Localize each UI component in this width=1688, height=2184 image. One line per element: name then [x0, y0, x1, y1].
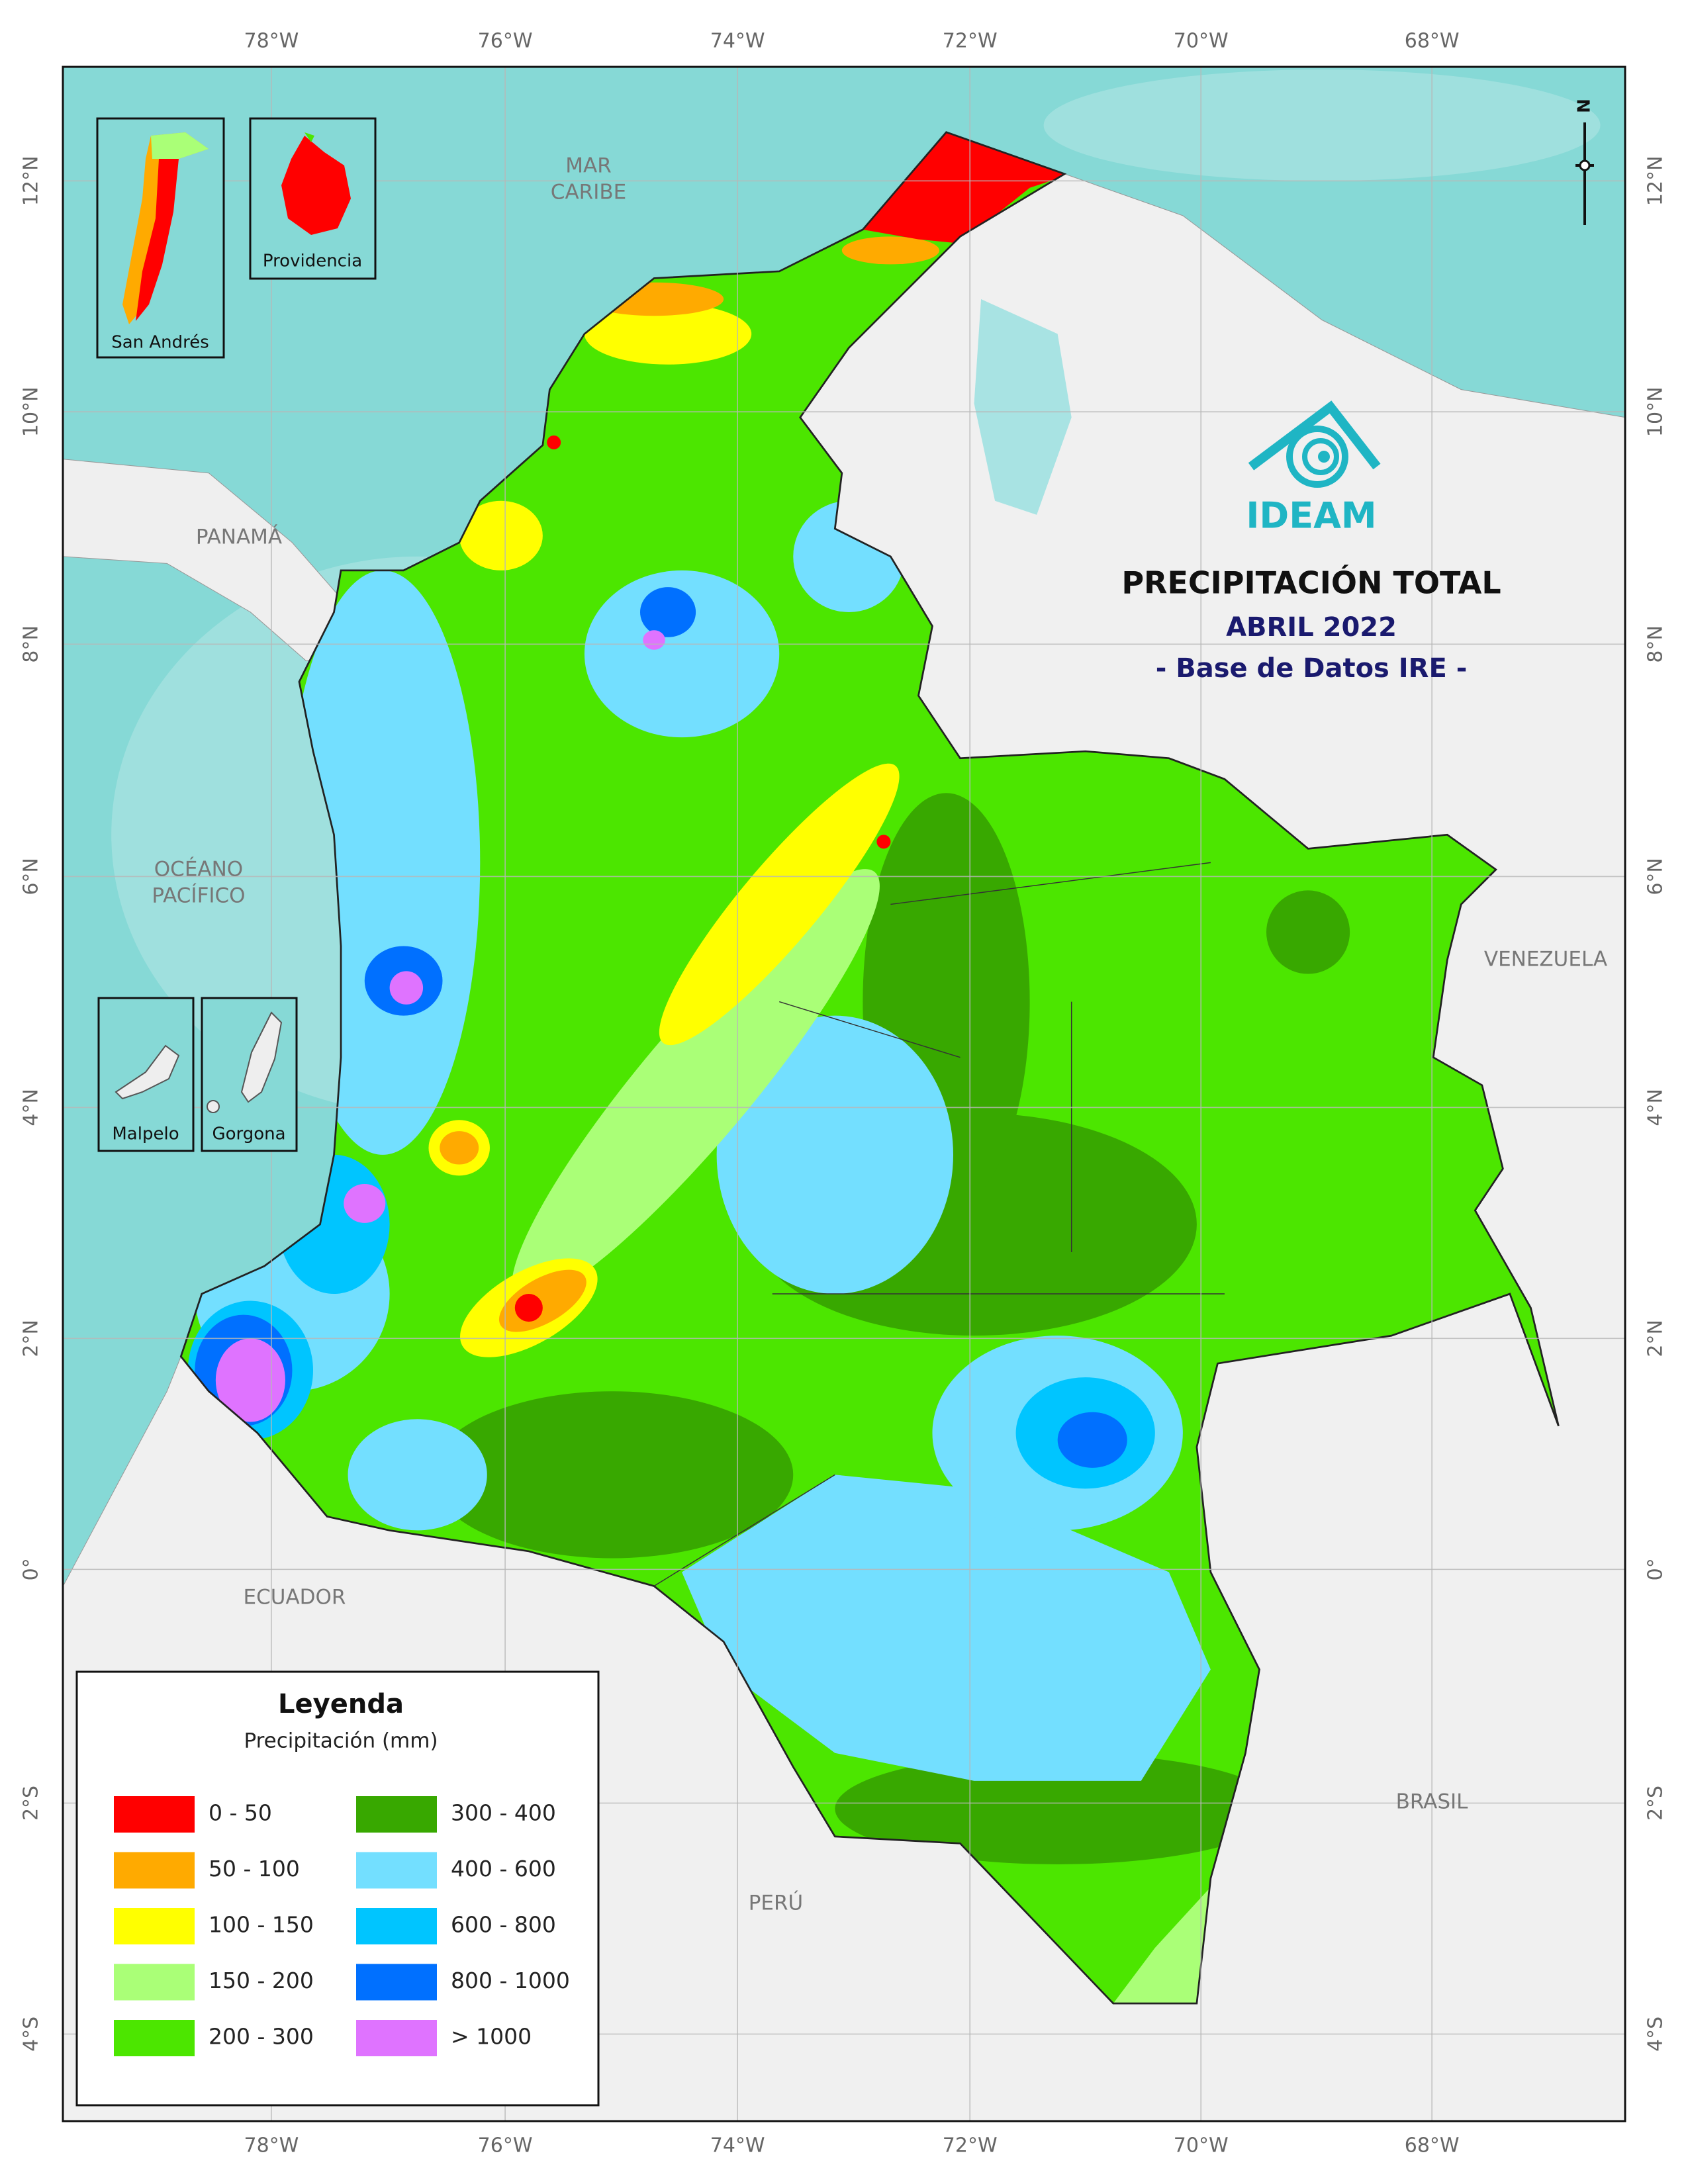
longitude-label: 70°W [1174, 2134, 1229, 2158]
inset-providencia [249, 117, 377, 280]
latitude-label: 12°N [20, 156, 43, 206]
legend-label: 200 - 300 [209, 2024, 314, 2050]
legend-swatch [114, 1852, 195, 1889]
place-label: ECUADOR [244, 1586, 346, 1610]
frame [62, 66, 1626, 2122]
place-label: PERÚ [749, 1891, 804, 1915]
logo-emblem [1248, 400, 1381, 488]
longitude-label: 70°W [1174, 30, 1229, 53]
longitude-label: 78°W [244, 2134, 299, 2158]
legend-subtitle: Precipitación (mm) [244, 1729, 438, 1753]
latitude-label: 2°N [1644, 1320, 1667, 1357]
legend-swatch [356, 1796, 437, 1833]
place-label: PACÍFICO [152, 884, 245, 908]
latitude-label: 4°N [1644, 1089, 1667, 1126]
source: - Base de Datos IRE - [1156, 653, 1468, 684]
place-label: CARIBE [551, 181, 626, 205]
inset-label: Providencia [263, 251, 362, 271]
latitude-label: 8°N [1644, 625, 1667, 663]
place-label: BRASIL [1396, 1790, 1469, 1814]
latitude-label: 12°N [1644, 156, 1667, 206]
longitude-label: 76°W [478, 30, 533, 53]
longitude-label: 74°W [710, 2134, 765, 2158]
latitude-label: 2°S [20, 1786, 43, 1821]
title: PRECIPITACIÓN TOTAL [1121, 565, 1501, 601]
sea-shallow [1043, 69, 1601, 181]
legend-label: 0 - 50 [209, 1800, 272, 1826]
legend-title: Leyenda [278, 1689, 404, 1719]
place-label: VENEZUELA [1484, 948, 1607, 972]
latitude-label: 2°S [1644, 1786, 1667, 1821]
latitude-label: 0° [20, 1558, 43, 1580]
lake-maracaibo [974, 298, 1072, 515]
latitude-label: 8°N [20, 625, 43, 663]
longitude-label: 78°W [244, 30, 299, 53]
latitude-label: 2°N [20, 1320, 43, 1357]
inset-gorgona [201, 997, 298, 1152]
latitude-label: 4°S [1644, 2017, 1667, 2052]
place-label: MAR [565, 154, 612, 178]
map-body [63, 67, 1625, 2121]
inset-san-andres [96, 117, 225, 359]
legend-label: > 1000 [451, 2024, 532, 2050]
legend-label: 300 - 400 [451, 1800, 556, 1826]
latitude-label: 4°S [20, 2017, 43, 2052]
legend-label: 150 - 200 [209, 1968, 314, 1993]
legend-swatch [356, 1964, 437, 2001]
north-label: N [1575, 99, 1595, 113]
place-label: PANAMÁ [196, 525, 282, 549]
overlay: 78°W 78°W 76°W 76°W 74°W 74°W 72°W 72°W 70°W 70°W… [20, 30, 1667, 2158]
latitude-label: 10°N [1644, 387, 1667, 437]
inset-label: Malpelo [112, 1124, 179, 1144]
inset-label: Gorgona [212, 1124, 285, 1144]
legend-label: 100 - 150 [209, 1912, 314, 1938]
legend-swatch [114, 1796, 195, 1833]
department-borders [653, 862, 1225, 1587]
longitude-label: 76°W [478, 2134, 533, 2158]
subtitle: ABRIL 2022 [1226, 612, 1397, 643]
latitude-label: 6°N [1644, 858, 1667, 895]
north-arrow: N [1575, 99, 1595, 225]
latitude-label: 10°N [20, 387, 43, 437]
latitude-label: 0° [1644, 1558, 1667, 1580]
logo-text: IDEAM [1246, 495, 1376, 537]
longitude-label: 68°W [1405, 30, 1460, 53]
longitude-label: 68°W [1405, 2134, 1460, 2158]
legend-swatch [356, 2020, 437, 2056]
legend-label: 600 - 800 [451, 1912, 556, 1938]
inset-malpelo [97, 997, 195, 1152]
legend-swatch [114, 1964, 195, 2001]
legend-swatch [356, 1908, 437, 1944]
inset-label: San Andrés [111, 333, 209, 353]
longitude-label: 74°W [710, 30, 765, 53]
legend-label: 800 - 1000 [451, 1968, 570, 1993]
legend-swatch [114, 2020, 195, 2056]
legend-label: 400 - 600 [451, 1856, 556, 1882]
longitude-label: 72°W [943, 30, 998, 53]
latitude-label: 4°N [20, 1089, 43, 1126]
country-border [179, 131, 1560, 2005]
legend-swatch [114, 1908, 195, 1944]
legend-swatch [356, 1852, 437, 1889]
latitude-label: 6°N [20, 858, 43, 895]
legend-label: 50 - 100 [209, 1856, 300, 1882]
longitude-label: 72°W [943, 2134, 998, 2158]
place-label: OCÉANO [154, 858, 243, 882]
map-shapes [63, 67, 1625, 2121]
